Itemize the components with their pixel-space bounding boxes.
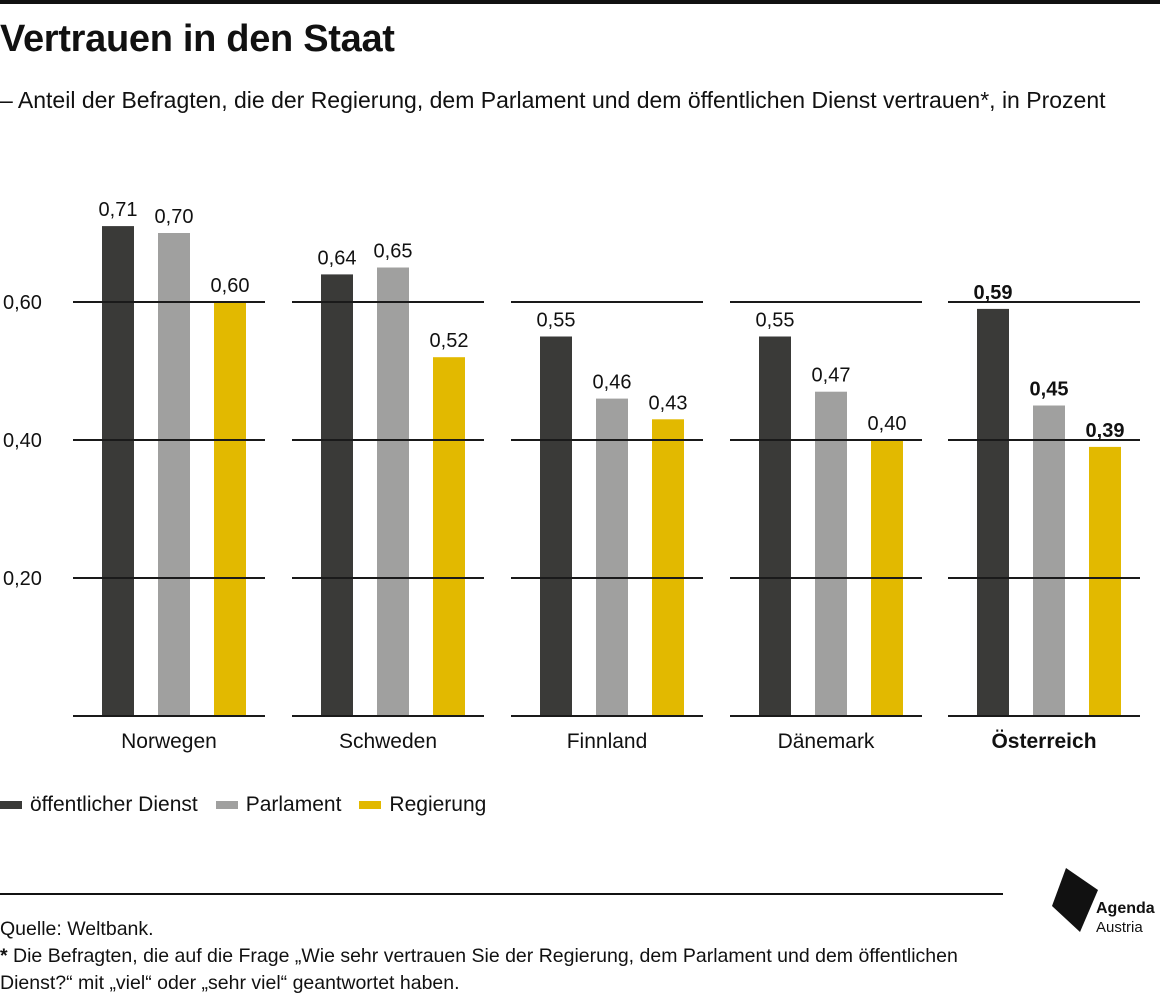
legend-label: Regierung xyxy=(389,793,487,816)
logo-mark-icon xyxy=(1052,868,1098,932)
legend-label: öffentlicher Dienst xyxy=(30,793,198,816)
bar xyxy=(815,391,847,716)
top-rule xyxy=(0,0,1160,4)
category-label: Dänemark xyxy=(778,730,875,753)
legend-item-regierung: Regierung xyxy=(359,793,486,817)
bar xyxy=(1033,405,1065,716)
logo-text-line1: Agenda xyxy=(1096,900,1155,917)
data-label: 0,60 xyxy=(211,275,250,297)
data-label: 0,64 xyxy=(318,247,357,269)
data-label: 0,43 xyxy=(649,392,688,414)
footnote-text: Die Befragten, die auf die Frage „Wie se… xyxy=(0,945,958,994)
bar xyxy=(652,419,684,716)
y-tick-label: 0,60 xyxy=(3,292,42,314)
bar xyxy=(214,302,246,716)
agenda-austria-logo: Agenda Austria xyxy=(1050,866,1160,941)
bar-chart: 0,20 0,40 0,60 0,71 0,64 0,55 0,55 0,59 0,70 0,65… xyxy=(3,199,1140,753)
chart-title: Vertrauen in den Staat xyxy=(0,18,395,60)
legend-swatch-regierung xyxy=(359,801,382,809)
data-label: 0,55 xyxy=(756,310,795,332)
y-tick-label: 0,40 xyxy=(3,430,42,452)
category-label: Norwegen xyxy=(121,730,217,753)
data-label: 0,59 xyxy=(974,282,1013,304)
logo-text-line2: Austria xyxy=(1096,919,1143,936)
category-label: Österreich xyxy=(991,730,1096,753)
source-note: Quelle: Weltbank. xyxy=(0,918,154,940)
bar xyxy=(759,336,791,716)
data-label: 0,55 xyxy=(537,310,576,332)
footnote: * Die Befragten, die auf die Frage „Wie … xyxy=(0,943,1010,997)
bar xyxy=(102,226,134,716)
footer-rule xyxy=(0,893,1003,895)
bar xyxy=(158,233,190,716)
bar xyxy=(977,308,1009,716)
bar xyxy=(433,357,465,716)
data-label: 0,47 xyxy=(812,365,851,387)
chart-subtitle: – Anteil der Befragten, die der Regierun… xyxy=(0,87,1106,113)
bar xyxy=(540,336,572,716)
category-label: Finnland xyxy=(567,730,648,753)
data-label: 0,71 xyxy=(99,199,138,221)
legend-item-parlament: Parlament xyxy=(215,793,342,817)
category-label: Schweden xyxy=(339,730,437,753)
data-label: 0,45 xyxy=(1030,379,1069,401)
legend-item-oeffentlicher-dienst: öffentlicher Dienst xyxy=(0,793,198,817)
footnote-star: * xyxy=(0,945,8,967)
data-label: 0,46 xyxy=(593,372,632,394)
legend-label: Parlament xyxy=(245,793,342,816)
legend-swatch-oeffentlicher-dienst xyxy=(0,801,22,809)
data-label: 0,70 xyxy=(155,206,194,228)
data-label: 0,39 xyxy=(1086,420,1125,442)
bar xyxy=(1089,446,1121,716)
y-tick-label: 0,20 xyxy=(3,568,42,590)
bar xyxy=(321,274,353,716)
bar xyxy=(377,267,409,716)
data-label: 0,65 xyxy=(374,241,413,263)
data-label: 0,40 xyxy=(868,413,907,435)
data-label: 0,52 xyxy=(430,330,469,352)
bar xyxy=(596,398,628,716)
legend-swatch-parlament xyxy=(215,801,238,809)
legend: öffentlicher Dienst Parlament Regierung xyxy=(0,793,504,817)
